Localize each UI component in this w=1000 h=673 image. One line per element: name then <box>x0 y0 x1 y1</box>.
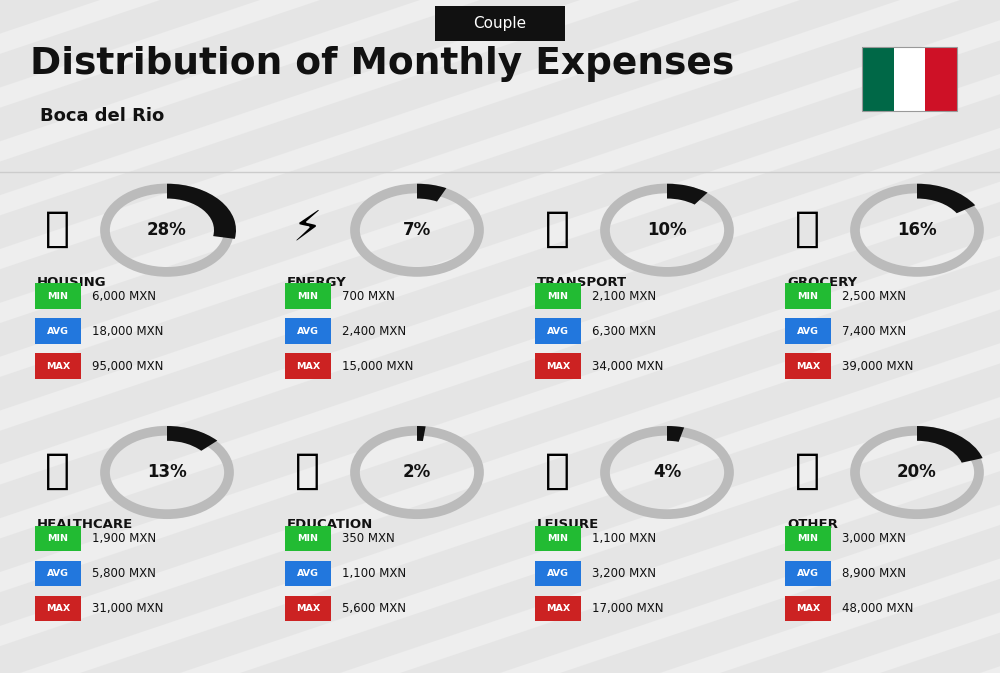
Wedge shape <box>917 184 975 213</box>
Wedge shape <box>167 184 236 239</box>
FancyBboxPatch shape <box>925 47 957 111</box>
Text: 17,000 MXN: 17,000 MXN <box>592 602 664 615</box>
Text: OTHER: OTHER <box>787 518 838 531</box>
Text: 2%: 2% <box>403 464 431 481</box>
Text: 3,000 MXN: 3,000 MXN <box>842 532 906 545</box>
Text: 95,000 MXN: 95,000 MXN <box>92 359 163 373</box>
Text: 🚌: 🚌 <box>544 208 569 250</box>
Text: ⚡: ⚡ <box>292 208 322 250</box>
FancyBboxPatch shape <box>535 283 581 309</box>
FancyBboxPatch shape <box>785 283 831 309</box>
Polygon shape <box>720 0 1000 673</box>
Text: AVG: AVG <box>297 569 319 578</box>
FancyBboxPatch shape <box>785 318 831 344</box>
Text: 13%: 13% <box>147 464 187 481</box>
Text: MAX: MAX <box>296 361 320 371</box>
Text: Distribution of Monthly Expenses: Distribution of Monthly Expenses <box>30 46 734 82</box>
FancyBboxPatch shape <box>285 283 331 309</box>
FancyBboxPatch shape <box>785 596 831 621</box>
FancyBboxPatch shape <box>35 526 81 551</box>
FancyBboxPatch shape <box>35 561 81 586</box>
Text: 5,800 MXN: 5,800 MXN <box>92 567 156 580</box>
Text: MIN: MIN <box>298 291 319 301</box>
Text: 700 MXN: 700 MXN <box>342 289 395 303</box>
Text: 15,000 MXN: 15,000 MXN <box>342 359 413 373</box>
Text: 7%: 7% <box>403 221 431 239</box>
Wedge shape <box>167 426 217 451</box>
FancyBboxPatch shape <box>535 596 581 621</box>
Text: AVG: AVG <box>47 326 69 336</box>
Text: GROCERY: GROCERY <box>787 276 857 289</box>
Text: 2,500 MXN: 2,500 MXN <box>842 289 906 303</box>
Polygon shape <box>240 0 1000 673</box>
Text: 350 MXN: 350 MXN <box>342 532 395 545</box>
Text: MIN: MIN <box>798 534 818 543</box>
Text: 💓: 💓 <box>44 450 70 492</box>
Text: 48,000 MXN: 48,000 MXN <box>842 602 913 615</box>
FancyBboxPatch shape <box>285 526 331 551</box>
Text: MAX: MAX <box>546 361 570 371</box>
Text: AVG: AVG <box>47 569 69 578</box>
FancyBboxPatch shape <box>862 47 894 111</box>
Text: 34,000 MXN: 34,000 MXN <box>592 359 663 373</box>
Text: 6,000 MXN: 6,000 MXN <box>92 289 156 303</box>
Wedge shape <box>667 426 684 441</box>
Text: Couple: Couple <box>473 16 527 31</box>
Text: 1,900 MXN: 1,900 MXN <box>92 532 156 545</box>
Text: MIN: MIN <box>548 291 568 301</box>
Text: 4%: 4% <box>653 464 681 481</box>
Polygon shape <box>80 0 1000 673</box>
FancyBboxPatch shape <box>35 283 81 309</box>
Text: MIN: MIN <box>298 534 319 543</box>
Polygon shape <box>0 0 900 673</box>
Text: 6,300 MXN: 6,300 MXN <box>592 324 656 338</box>
Polygon shape <box>880 0 1000 673</box>
Polygon shape <box>0 0 100 673</box>
Text: 28%: 28% <box>147 221 187 239</box>
Text: MIN: MIN <box>548 534 568 543</box>
Wedge shape <box>417 184 446 201</box>
Polygon shape <box>560 0 1000 673</box>
FancyBboxPatch shape <box>285 596 331 621</box>
Wedge shape <box>917 426 983 462</box>
Text: 💰: 💰 <box>794 450 819 492</box>
Text: 8,900 MXN: 8,900 MXN <box>842 567 906 580</box>
FancyBboxPatch shape <box>785 353 831 379</box>
Text: AVG: AVG <box>547 569 569 578</box>
Polygon shape <box>400 0 1000 673</box>
Text: 39,000 MXN: 39,000 MXN <box>842 359 913 373</box>
Text: 2,400 MXN: 2,400 MXN <box>342 324 406 338</box>
FancyBboxPatch shape <box>535 353 581 379</box>
Text: MAX: MAX <box>796 604 820 613</box>
FancyBboxPatch shape <box>435 6 565 41</box>
Polygon shape <box>0 0 260 673</box>
Text: EDUCATION: EDUCATION <box>287 518 373 531</box>
Text: AVG: AVG <box>797 326 819 336</box>
Text: MAX: MAX <box>46 361 70 371</box>
Text: HOUSING: HOUSING <box>37 276 107 289</box>
Text: 20%: 20% <box>897 464 937 481</box>
Text: MIN: MIN <box>48 534 68 543</box>
Text: 🛍: 🛍 <box>544 450 569 492</box>
Wedge shape <box>417 426 426 441</box>
FancyBboxPatch shape <box>285 561 331 586</box>
Text: 2,100 MXN: 2,100 MXN <box>592 289 656 303</box>
Text: MIN: MIN <box>48 291 68 301</box>
Text: MAX: MAX <box>46 604 70 613</box>
FancyBboxPatch shape <box>285 318 331 344</box>
Text: 1,100 MXN: 1,100 MXN <box>342 567 406 580</box>
FancyBboxPatch shape <box>535 526 581 551</box>
Text: 🏢: 🏢 <box>44 208 70 250</box>
Text: AVG: AVG <box>297 326 319 336</box>
FancyBboxPatch shape <box>35 353 81 379</box>
Text: MIN: MIN <box>798 291 818 301</box>
Text: LEISURE: LEISURE <box>537 518 599 531</box>
Text: 5,600 MXN: 5,600 MXN <box>342 602 406 615</box>
Text: 🛒: 🛒 <box>794 208 819 250</box>
